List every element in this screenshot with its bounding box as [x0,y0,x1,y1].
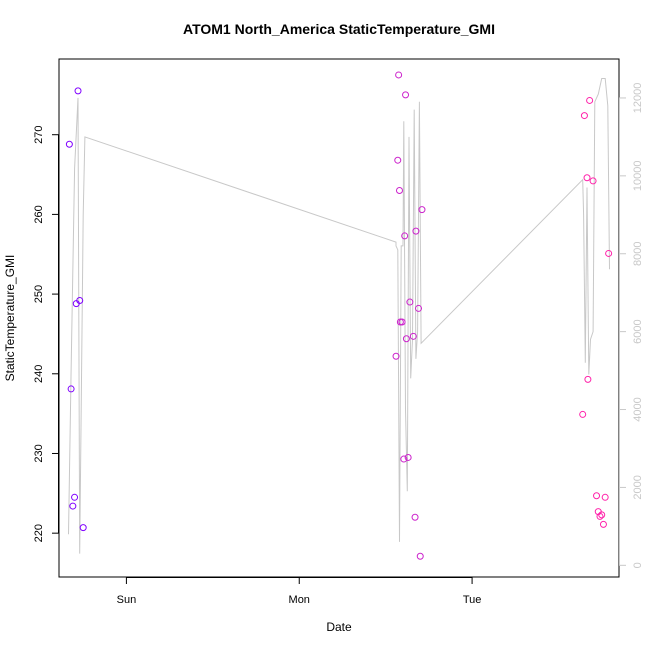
x-axis: Sun Mon Tue [117,577,482,606]
y-tick-label: 240 [33,365,45,383]
data-point [402,91,410,99]
points-layer [65,71,613,560]
data-point [605,249,613,257]
chart-title: ATOM1 North_America StaticTemperature_GM… [183,21,495,37]
data-point [586,96,594,104]
data-point [71,493,79,501]
data-point [579,410,587,418]
y2-tick-label: 4000 [632,397,644,421]
data-point [394,156,402,164]
y-tick-label: 220 [33,524,45,542]
y-axis-right: 0 2000 4000 6000 8000 10000 12000 [619,83,644,568]
data-point [402,335,410,343]
plot-area-frame [58,58,620,578]
data-point [418,206,426,214]
data-point [599,520,607,528]
y-tick-label: 250 [33,285,45,303]
x-tick-label: Mon [289,594,310,606]
data-point [589,177,597,185]
x-tick-label: Tue [463,594,482,606]
data-point [395,71,403,79]
data-point [583,174,591,182]
y-tick-label: 270 [33,126,45,144]
data-point [416,552,424,560]
data-point [76,296,84,304]
data-point [74,87,82,95]
data-point [69,502,77,510]
y2-tick-label: 6000 [632,319,644,343]
data-point [67,385,75,393]
data-point [580,112,588,120]
y2-tick-label: 10000 [632,161,644,192]
x-axis-label: Date [326,620,352,634]
y-axis-left: 220 230 240 250 260 270 [33,126,59,542]
data-point [593,492,601,500]
data-point [411,513,419,521]
data-point [406,298,414,306]
data-point [400,455,408,463]
data-point [392,352,400,360]
y-axis-label: StaticTemperature_GMI [3,255,17,382]
data-point [415,304,423,312]
data-point [401,232,409,240]
data-point [598,511,606,519]
y2-tick-label: 8000 [632,241,644,265]
data-point [65,140,73,148]
line-layer [68,78,610,554]
data-point [404,453,412,461]
data-point [584,375,592,383]
y-tick-label: 260 [33,205,45,223]
x-tick-label: Sun [117,594,137,606]
data-point [601,493,609,501]
data-point [596,512,604,520]
data-point [395,186,403,194]
y2-tick-label: 0 [632,562,644,568]
y2-tick-label: 12000 [632,83,644,114]
data-point [398,318,406,326]
y-tick-label: 230 [33,444,45,462]
data-point [409,332,417,340]
y2-tick-label: 2000 [632,475,644,499]
series-line [68,78,610,554]
data-point [412,227,420,235]
data-point [79,524,87,532]
